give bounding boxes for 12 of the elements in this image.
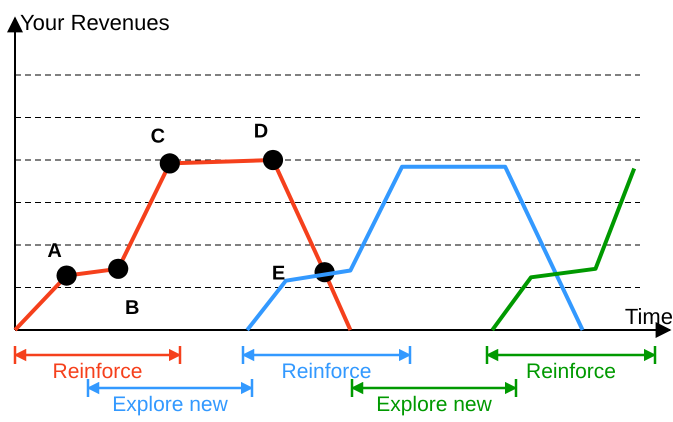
text: Reinforce [52,360,142,383]
text: Explore new [376,393,493,416]
annotation: B [124,297,140,320]
text: C [150,126,166,148]
text: Reinforce [526,360,616,383]
text: Explore new [112,393,229,416]
text: D [254,120,268,142]
text: Your Revenues [20,10,170,35]
x-axis-title: Time [624,304,673,329]
text: Reinforce [282,360,372,383]
annotation: A [47,240,62,262]
annotation: E [272,262,286,284]
